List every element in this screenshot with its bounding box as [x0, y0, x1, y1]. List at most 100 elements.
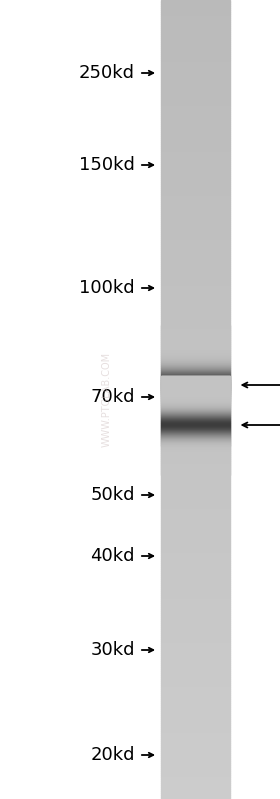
Bar: [161, 220, 230, 222]
Bar: [161, 409, 230, 411]
Bar: [161, 455, 230, 457]
Bar: [161, 725, 230, 727]
Bar: [161, 543, 230, 545]
Bar: [161, 361, 230, 364]
Bar: [161, 348, 230, 350]
Bar: [161, 86, 230, 88]
Bar: [161, 296, 230, 297]
Bar: [161, 64, 230, 66]
Bar: [161, 775, 230, 777]
Bar: [161, 783, 230, 785]
Bar: [161, 230, 230, 232]
Bar: [161, 765, 230, 767]
Bar: [161, 638, 230, 639]
Bar: [161, 285, 230, 288]
Bar: [161, 109, 230, 112]
Bar: [161, 216, 230, 217]
Bar: [161, 741, 230, 743]
Bar: [161, 513, 230, 515]
Bar: [161, 342, 230, 344]
Bar: [161, 312, 230, 313]
Bar: [161, 478, 230, 479]
Bar: [161, 217, 230, 220]
Bar: [161, 145, 230, 148]
Bar: [161, 272, 230, 273]
Bar: [161, 46, 230, 48]
Bar: [161, 158, 230, 160]
Bar: [161, 133, 230, 136]
Bar: [161, 687, 230, 689]
Bar: [161, 152, 230, 153]
Bar: [161, 125, 230, 128]
Bar: [161, 289, 230, 292]
Bar: [161, 494, 230, 495]
Bar: [161, 336, 230, 337]
Bar: [161, 150, 230, 152]
Bar: [161, 633, 230, 635]
Bar: [161, 334, 230, 336]
Bar: [161, 293, 230, 296]
Bar: [161, 12, 230, 14]
Bar: [161, 0, 230, 2]
Bar: [161, 739, 230, 741]
Bar: [161, 376, 230, 377]
Bar: [161, 459, 230, 461]
Bar: [161, 76, 230, 78]
Bar: [161, 415, 230, 417]
Bar: [161, 129, 230, 132]
Bar: [161, 277, 230, 280]
Bar: [161, 377, 230, 380]
Bar: [161, 201, 230, 204]
Bar: [161, 773, 230, 775]
Bar: [161, 116, 230, 117]
Bar: [161, 435, 230, 438]
Bar: [161, 737, 230, 739]
Bar: [161, 161, 230, 164]
Bar: [161, 414, 230, 415]
Bar: [161, 356, 230, 358]
Bar: [161, 646, 230, 647]
Bar: [161, 670, 230, 671]
Bar: [161, 352, 230, 353]
Bar: [161, 28, 230, 30]
Bar: [161, 542, 230, 543]
Bar: [161, 228, 230, 229]
Bar: [161, 713, 230, 715]
Text: 70kd: 70kd: [90, 388, 135, 406]
Bar: [161, 200, 230, 201]
Bar: [161, 749, 230, 751]
Bar: [161, 630, 230, 631]
Bar: [161, 148, 230, 150]
Bar: [161, 785, 230, 787]
Bar: [161, 503, 230, 505]
Bar: [161, 673, 230, 675]
Bar: [161, 401, 230, 403]
Bar: [161, 678, 230, 679]
Bar: [161, 697, 230, 699]
Bar: [161, 731, 230, 733]
Bar: [161, 300, 230, 301]
Bar: [161, 479, 230, 481]
Bar: [161, 718, 230, 719]
Bar: [161, 273, 230, 276]
Bar: [161, 411, 230, 414]
Text: 100kd: 100kd: [79, 279, 135, 297]
Bar: [161, 767, 230, 769]
Bar: [161, 324, 230, 326]
Bar: [161, 695, 230, 697]
Bar: [161, 309, 230, 312]
Bar: [161, 745, 230, 747]
Bar: [161, 422, 230, 423]
Bar: [161, 454, 230, 455]
Bar: [161, 238, 230, 240]
Bar: [161, 662, 230, 663]
Bar: [161, 657, 230, 659]
Bar: [161, 156, 230, 158]
Bar: [161, 176, 230, 177]
Bar: [161, 384, 230, 385]
Bar: [161, 280, 230, 282]
Bar: [161, 144, 230, 145]
Bar: [161, 603, 230, 606]
Bar: [161, 631, 230, 633]
Bar: [161, 643, 230, 646]
